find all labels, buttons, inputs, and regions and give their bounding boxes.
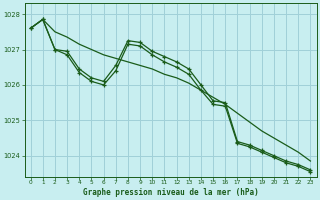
X-axis label: Graphe pression niveau de la mer (hPa): Graphe pression niveau de la mer (hPa)	[83, 188, 258, 197]
